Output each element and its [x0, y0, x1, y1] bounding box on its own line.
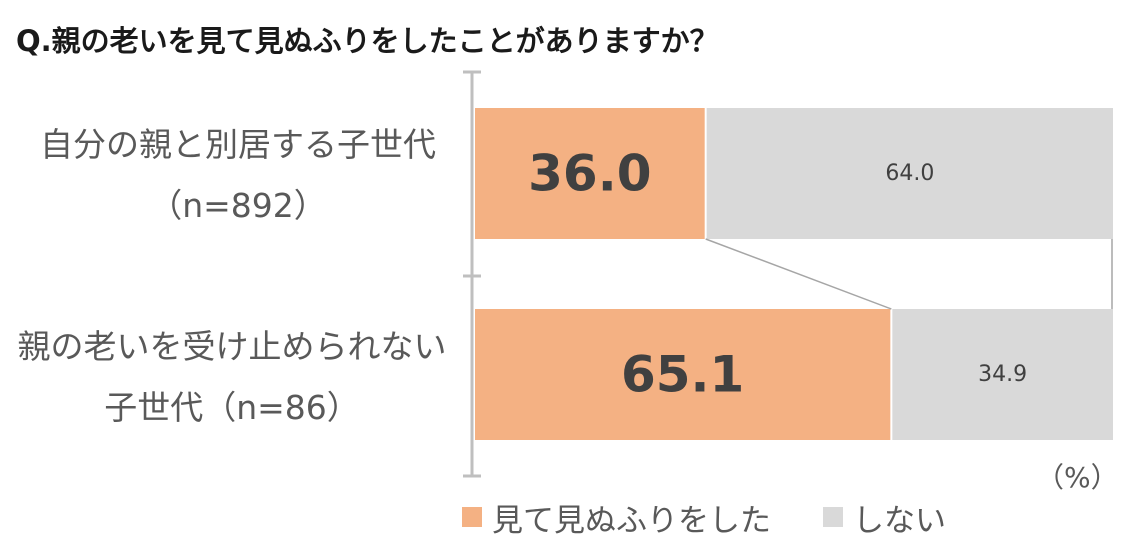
legend-item-series-1: 見て見ぬふりをした [462, 495, 771, 540]
data-label-1-series-2: 64.0 [885, 161, 934, 186]
legend-label-series-1: 見て見ぬふりをした [492, 502, 771, 539]
legend-item-series-2: しない [823, 495, 946, 540]
category-label-2-line1: 親の老いを受け止められない [17, 327, 447, 366]
bar-2-series-1 [475, 309, 891, 440]
data-label-1-series-1: 36.0 [528, 145, 651, 203]
data-label-2-series-1: 65.1 [621, 346, 744, 404]
chart-title: Q.親の老いを見て見ぬふりをしたことがありますか？ [16, 24, 719, 58]
legend-swatch-series-2 [823, 507, 843, 527]
bar-1-series-2 [706, 108, 1113, 239]
bar-1-series-1 [475, 108, 705, 239]
category-label-1-line1: 自分の親と別居する子世代 [40, 125, 436, 164]
category-label-2: 親の老いを受け止められない 子世代（n=86） [12, 330, 452, 424]
unit-label: （%） [1036, 461, 1119, 494]
bar-2-series-2 [892, 309, 1113, 440]
legend: 見て見ぬふりをした しない [462, 495, 998, 540]
series-line-1 [705, 238, 892, 310]
legend-label-series-2: しない [853, 502, 946, 539]
legend-swatch-series-1 [462, 507, 482, 527]
data-label-2-series-2: 34.9 [978, 362, 1027, 387]
category-label-2-line2: 子世代（n=86） [104, 388, 360, 427]
category-label-1: 自分の親と別居する子世代 （n=892） [18, 128, 458, 222]
category-label-1-line2: （n=892） [149, 186, 327, 225]
